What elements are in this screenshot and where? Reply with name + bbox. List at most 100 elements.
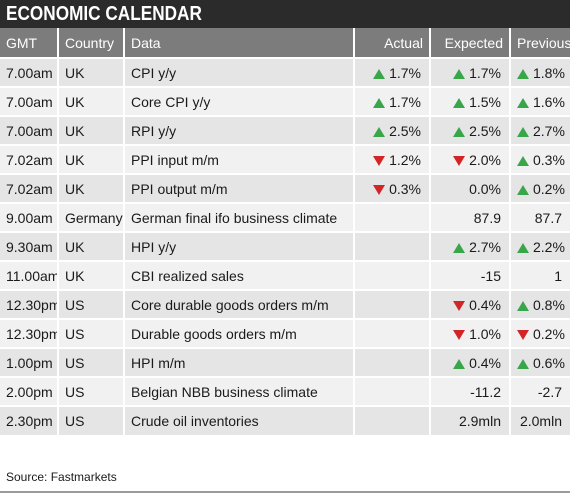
cell-data-value: Core CPI y/y — [131, 93, 211, 110]
cell-actual-value: 2.5% — [389, 122, 421, 139]
cell-country: UK — [57, 231, 124, 261]
triangle-up-icon — [373, 97, 386, 108]
cell-previous: 0.6% — [509, 347, 570, 377]
cell-expected-value: 2.7% — [469, 238, 501, 255]
cell-data-value: CBI realized sales — [131, 267, 244, 284]
cell-previous-value: 0.2% — [533, 325, 565, 342]
triangle-up-icon — [517, 242, 529, 253]
cell-country: Germany — [57, 202, 124, 232]
cell-country-value: UK — [65, 238, 85, 255]
table-row: 7.00am UK Core CPI y/y 1.7% 1.5% 1.6% — [0, 86, 570, 116]
cell-data-value: PPI output m/m — [131, 180, 228, 197]
cell-previous-value: 0.2% — [533, 180, 565, 197]
cell-previous: 1 — [509, 260, 570, 290]
triangle-up-icon — [517, 68, 529, 79]
column-header-previous: Previous — [509, 28, 570, 59]
cell-data: Crude oil inventories — [123, 405, 354, 435]
triangle-up-icon — [517, 97, 529, 108]
cell-gmt-value: 9.30am — [6, 238, 53, 255]
cell-data: Core CPI y/y — [123, 86, 354, 116]
cell-data: HPI m/m — [123, 347, 354, 377]
title-bar: ECONOMIC CALENDAR — [0, 0, 570, 28]
source-note: Source: Fastmarkets — [6, 470, 117, 484]
cell-data-value: HPI m/m — [131, 354, 186, 371]
cell-expected-value: 2.5% — [469, 122, 501, 139]
cell-data: Belgian NBB business climate — [123, 376, 354, 406]
cell-country-value: US — [65, 325, 85, 342]
table-body: 7.00am UK CPI y/y 1.7% 1.7% 1.8% 7.00am UK Core … — [0, 57, 570, 435]
cell-gmt-value: 7.00am — [6, 64, 53, 81]
cell-country-value: US — [65, 354, 85, 371]
cell-expected-value: 1.7% — [469, 64, 501, 81]
triangle-up-icon — [373, 126, 386, 137]
cell-expected-value: 2.9mln — [458, 413, 501, 429]
cell-data: PPI input m/m — [123, 144, 354, 174]
cell-gmt: 7.02am — [0, 173, 58, 203]
table-row: 7.00am UK RPI y/y 2.5% 2.5% 2.7% — [0, 115, 570, 145]
cell-actual-value: 1.2% — [389, 151, 421, 168]
cell-country: US — [57, 347, 124, 377]
cell-gmt-value: 11.00am — [6, 267, 58, 284]
cell-gmt-value: 7.00am — [6, 93, 53, 110]
cell-actual — [353, 318, 430, 348]
triangle-down-icon — [453, 300, 466, 311]
triangle-down-icon — [517, 329, 529, 340]
cell-expected: 2.9mln — [429, 405, 510, 435]
cell-actual: 2.5% — [353, 115, 430, 145]
triangle-down-icon — [373, 155, 386, 166]
cell-data: German final ifo business climate — [123, 202, 354, 232]
cell-data: Durable goods orders m/m — [123, 318, 354, 348]
cell-gmt: 12.30pm — [0, 289, 58, 319]
cell-expected: 2.5% — [429, 115, 510, 145]
cell-gmt: 1.00pm — [0, 347, 58, 377]
cell-gmt: 9.00am — [0, 202, 58, 232]
column-header-actual: Actual — [353, 28, 430, 59]
cell-gmt-value: 1.00pm — [6, 354, 53, 371]
triangle-down-icon — [453, 329, 466, 340]
cell-actual: 1.7% — [353, 86, 430, 116]
cell-previous: 2.2% — [509, 231, 570, 261]
cell-expected-value: 1.5% — [469, 93, 501, 110]
cell-previous: 0.2% — [509, 318, 570, 348]
cell-country: US — [57, 289, 124, 319]
cell-data: RPI y/y — [123, 115, 354, 145]
table-row: 7.02am UK PPI output m/m 0.3% 0.0% 0.2% — [0, 173, 570, 203]
table-row: 12.30pm US Core durable goods orders m/m 0.… — [0, 289, 570, 319]
cell-expected-value: 87.9 — [473, 209, 501, 226]
cell-actual — [353, 231, 430, 261]
cell-previous-value: 1 — [554, 267, 562, 284]
cell-gmt: 7.00am — [0, 86, 58, 116]
cell-country: UK — [57, 260, 124, 290]
header-row: GMT Country Data Actual Expected Previou… — [0, 28, 570, 59]
cell-gmt-value: 9.00am — [6, 209, 53, 226]
calendar-table: GMT Country Data Actual Expected Previou… — [0, 28, 570, 435]
cell-data: CPI y/y — [123, 57, 354, 87]
cell-previous: 0.2% — [509, 173, 570, 203]
cell-previous-value: 0.8% — [533, 296, 565, 313]
cell-previous: -2.7 — [509, 376, 570, 406]
cell-data-value: Belgian NBB business climate — [131, 383, 318, 400]
bottom-divider — [0, 491, 570, 493]
cell-expected: 0.4% — [429, 347, 510, 377]
column-header-country: Country — [57, 28, 124, 59]
cell-data-value: RPI y/y — [131, 122, 177, 139]
triangle-up-icon — [453, 126, 466, 137]
triangle-up-icon — [373, 68, 386, 79]
cell-data: PPI output m/m — [123, 173, 354, 203]
cell-expected-value: 1.0% — [469, 325, 501, 342]
cell-country: UK — [57, 115, 124, 145]
cell-actual — [353, 347, 430, 377]
triangle-up-icon — [517, 300, 529, 311]
cell-data-value: CPI y/y — [131, 64, 177, 81]
cell-actual: 1.7% — [353, 57, 430, 87]
cell-previous-value: 87.7 — [534, 209, 562, 226]
cell-gmt-value: 2.30pm — [6, 413, 53, 429]
cell-previous-value: 0.3% — [533, 151, 565, 168]
cell-actual-value: 1.7% — [389, 93, 421, 110]
cell-previous: 87.7 — [509, 202, 570, 232]
cell-expected-value: 2.0% — [469, 151, 501, 168]
cell-country: US — [57, 376, 124, 406]
cell-actual: 0.3% — [353, 173, 430, 203]
cell-expected: -11.2 — [429, 376, 510, 406]
